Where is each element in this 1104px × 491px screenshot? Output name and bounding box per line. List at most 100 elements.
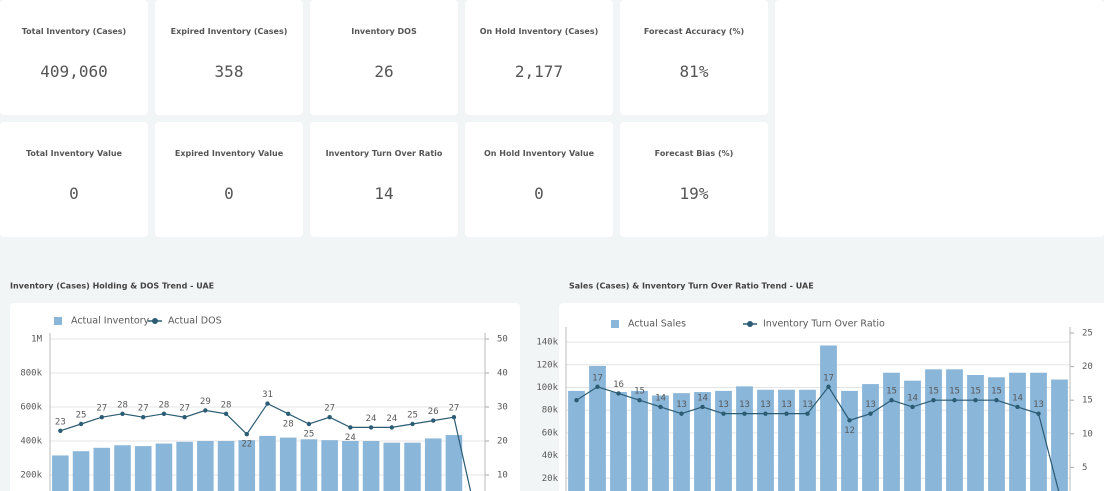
kpi-value: 26 xyxy=(374,62,394,81)
data-label: 15 xyxy=(991,387,1002,397)
y2-tick-label: 25 xyxy=(1082,329,1093,339)
point xyxy=(244,432,249,437)
y-tick-label: 80k xyxy=(542,406,559,416)
kpi-value: 19% xyxy=(679,184,709,203)
data-label: 26 xyxy=(428,407,439,417)
point xyxy=(679,411,684,416)
kpi-label: On Hold Inventory Value xyxy=(483,149,594,158)
y-tick-label: 100k xyxy=(536,383,558,393)
point xyxy=(58,428,63,433)
point xyxy=(994,398,999,403)
bar xyxy=(197,441,214,491)
y2-tick-label: 40 xyxy=(497,369,508,379)
bar xyxy=(72,451,90,491)
bar xyxy=(259,435,276,491)
kpi-label: Forecast Bias (%) xyxy=(654,149,734,158)
bar xyxy=(362,441,380,491)
data-label: 13 xyxy=(802,400,813,410)
y2-tick-label: 20 xyxy=(497,437,508,447)
bar xyxy=(342,441,359,491)
point xyxy=(286,411,291,416)
data-label: 22 xyxy=(241,440,252,450)
kpi-label: Expired Inventory Value xyxy=(174,149,284,158)
y-tick-label: 140k xyxy=(536,338,558,348)
point xyxy=(574,398,579,403)
point xyxy=(805,411,810,416)
kpi-label: Total Inventory Value xyxy=(26,149,122,158)
data-label: 24 xyxy=(345,433,356,443)
legend-marker xyxy=(747,321,753,327)
kpi-label: Forecast Accuracy (%) xyxy=(643,27,745,36)
bar xyxy=(1051,379,1068,491)
point xyxy=(637,398,642,403)
kpi-card: Expired Inventory (Cases) 358 xyxy=(155,0,303,115)
kpi-label: Total Inventory (Cases) xyxy=(21,27,127,36)
point xyxy=(889,398,894,403)
point xyxy=(658,404,663,410)
data-label: 15 xyxy=(928,387,939,397)
point xyxy=(141,415,146,420)
data-label: 28 xyxy=(117,400,128,410)
data-label: 15 xyxy=(949,387,960,397)
bar xyxy=(279,437,297,491)
data-label: 27 xyxy=(324,404,335,414)
y-tick-label: 120k xyxy=(536,360,558,370)
data-label: 27 xyxy=(449,404,460,414)
empty-card xyxy=(775,0,1104,237)
kpi-label: Inventory DOS xyxy=(351,27,417,36)
bar xyxy=(757,389,774,491)
point xyxy=(348,425,353,430)
data-label: 23 xyxy=(55,417,66,427)
point xyxy=(826,384,831,389)
point xyxy=(973,398,978,403)
point xyxy=(616,391,621,396)
y2-tick-label: 10 xyxy=(1082,429,1093,439)
kpi-card: Expired Inventory Value 0 xyxy=(155,122,303,237)
bar xyxy=(904,380,921,491)
point xyxy=(847,418,852,423)
bar xyxy=(652,395,669,491)
bar xyxy=(988,377,1005,491)
data-label: 13 xyxy=(1033,400,1044,410)
point xyxy=(1036,411,1041,416)
legend-label: Actual Inventory xyxy=(71,316,150,327)
bar xyxy=(841,390,858,491)
y2-tick-label: 20 xyxy=(1082,362,1093,372)
kpi-card: On Hold Inventory Value 0 xyxy=(465,122,613,237)
data-label: 12 xyxy=(844,426,855,436)
kpi-card: Forecast Bias (%) 19% xyxy=(620,122,768,237)
point xyxy=(931,398,936,403)
point xyxy=(78,421,84,427)
data-label: 13 xyxy=(676,400,687,410)
kpi-value: 14 xyxy=(374,184,394,203)
bar xyxy=(134,446,152,491)
legend-label: Actual DOS xyxy=(168,316,222,327)
data-label: 13 xyxy=(865,400,876,410)
bar xyxy=(610,392,627,491)
y2-tick-label: 30 xyxy=(497,403,508,413)
y-tick-label: 200k xyxy=(20,471,42,481)
kpi-card: Forecast Accuracy (%) 81% xyxy=(620,0,768,115)
kpi-label: On Hold Inventory (Cases) xyxy=(479,27,599,36)
data-label: 29 xyxy=(200,397,211,407)
bar xyxy=(568,390,585,491)
bar xyxy=(300,439,318,491)
kpi-card: Total Inventory (Cases) 409,060 xyxy=(0,0,148,115)
legend-label: Inventory Turn Over Ratio xyxy=(763,319,885,330)
bar xyxy=(383,442,401,491)
bar xyxy=(424,438,442,491)
data-label: 17 xyxy=(592,373,603,383)
data-label: 25 xyxy=(76,411,87,421)
data-label: 17 xyxy=(823,373,834,383)
y2-tick-label: 10 xyxy=(497,471,508,481)
data-label: 15 xyxy=(970,387,981,397)
y-tick-label: 60k xyxy=(542,428,559,438)
data-label: 15 xyxy=(886,387,897,397)
point xyxy=(784,411,789,416)
data-label: 25 xyxy=(304,430,315,440)
kpi-card: Total Inventory Value 0 xyxy=(0,122,148,237)
point xyxy=(410,421,415,427)
bar xyxy=(238,440,256,491)
